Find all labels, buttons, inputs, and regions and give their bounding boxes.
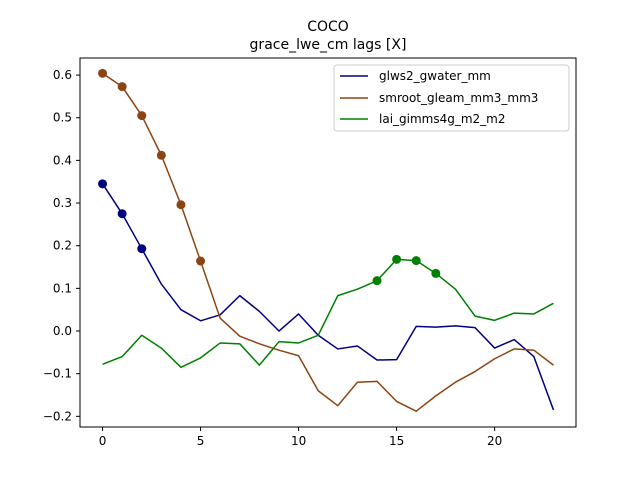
series-2-point-17 <box>431 268 441 278</box>
series-layer <box>98 68 555 412</box>
series-2-point-14 <box>372 276 382 286</box>
series-0-point-0 <box>98 179 108 189</box>
x-tick-label-4: 20 <box>487 434 502 448</box>
y-tick-label-4: 0.2 <box>53 239 72 253</box>
x-tick-label-0: 0 <box>99 434 107 448</box>
series-1-point-2 <box>137 111 147 121</box>
chart-title: COCO <box>307 19 349 35</box>
series-2-point-16 <box>411 256 421 266</box>
legend-label-glws2: glws2_gwater_mm <box>379 69 491 83</box>
series-1-point-3 <box>156 150 166 160</box>
series-line-0 <box>101 183 555 411</box>
y-tick-label-0: −0.2 <box>43 409 72 423</box>
y-tick-label-5: 0.3 <box>53 196 72 210</box>
legend-frame <box>333 64 570 132</box>
legend-label-lai: lai_gimms4g_m2_m2 <box>379 112 506 126</box>
x-tick-label-2: 10 <box>291 434 306 448</box>
legend-label-smroot: smroot_gleam_mm3_mm3 <box>379 91 538 105</box>
series-1-point-0 <box>98 68 108 78</box>
y-tick-label-1: −0.1 <box>43 367 72 381</box>
series-line-1 <box>102 72 554 412</box>
x-tick-label-3: 15 <box>389 434 404 448</box>
y-tick-label-2: 0.0 <box>53 324 72 338</box>
axes-layer: 0 5 10 15 20 −0.2 −0.1 0.0 0.1 0.2 0.3 0.4 0.5 0.6 <box>43 57 577 448</box>
series-0-point-1 <box>117 209 127 219</box>
y-tick-label-8: 0.6 <box>53 68 72 82</box>
chart-subtitle: grace_lwe_cm lags [X] <box>250 37 407 53</box>
y-tick-label-7: 0.5 <box>53 111 72 125</box>
series-2-point-15 <box>392 254 402 264</box>
series-line-2 <box>102 258 554 369</box>
series-0-point-2 <box>137 244 147 254</box>
y-tick-label-6: 0.4 <box>53 153 72 167</box>
series-1-point-1 <box>117 82 127 92</box>
x-tick-label-1: 5 <box>197 434 205 448</box>
series-1-point-4 <box>176 200 186 210</box>
legend: glws2_gwater_mm smroot_gleam_mm3_mm3 lai… <box>333 64 570 132</box>
y-tick-label-3: 0.1 <box>53 281 72 295</box>
series-1-point-5 <box>196 256 206 266</box>
plot-frame <box>79 57 577 428</box>
